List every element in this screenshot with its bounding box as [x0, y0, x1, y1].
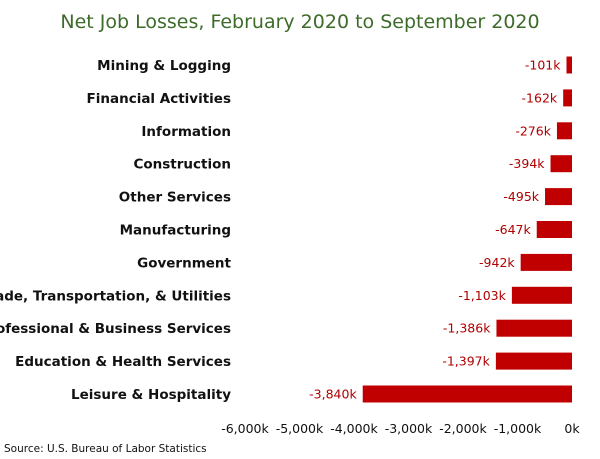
category-label: Government: [137, 255, 231, 271]
category-label: Leisure & Hospitality: [71, 387, 231, 403]
category-label: Professional & Business Services: [0, 321, 231, 337]
bar: [536, 221, 572, 238]
category-label: Mining & Logging: [97, 58, 231, 74]
x-tick-label: -2,000k: [439, 421, 487, 436]
category-label: Information: [141, 124, 231, 140]
bar: [362, 385, 572, 403]
data-label: -942k: [479, 255, 515, 270]
category-labels: Mining & Logging Financial Activities Info…: [0, 58, 232, 403]
x-tick-label: -5,000k: [276, 421, 324, 436]
data-label: -1,386k: [443, 321, 491, 336]
bar: [495, 352, 572, 370]
data-label: -647k: [495, 222, 531, 237]
category-label: Financial Activities: [87, 91, 231, 107]
bar: [563, 89, 572, 107]
x-tick-label: -3,000k: [385, 421, 433, 436]
category-label: Construction: [133, 157, 231, 173]
bar: [550, 155, 572, 173]
bar: [545, 188, 572, 206]
bars: [362, 56, 572, 403]
bar: [520, 253, 572, 271]
source-note: Source: U.S. Bureau of Labor Statistics: [4, 443, 207, 455]
x-axis-tick-labels: -6,000k -5,000k -4,000k -3,000k -2,000k -1,00…: [221, 421, 580, 436]
chart-title: Net Job Losses, February 2020 to Septemb…: [60, 11, 539, 33]
category-label: Trade, Transportation, & Utilities: [0, 288, 231, 304]
category-label: Manufacturing: [120, 223, 231, 239]
data-label: -101k: [525, 58, 561, 73]
value-labels: -101k -162k -276k -394k -495k -647k -942k -1,10…: [309, 58, 561, 402]
bar: [511, 286, 572, 304]
category-label: Other Services: [119, 190, 231, 206]
x-tick-label: -6,000k: [221, 421, 269, 436]
bar: [496, 319, 572, 337]
data-label: -276k: [515, 123, 551, 138]
data-label: -1,397k: [442, 354, 490, 369]
x-tick-label: -4,000k: [330, 421, 378, 436]
x-tick-label: 0k: [564, 421, 580, 436]
data-label: -495k: [503, 189, 539, 204]
x-tick-label: -1,000k: [494, 421, 542, 436]
category-label: Education & Health Services: [15, 354, 231, 370]
data-label: -162k: [522, 90, 558, 105]
bar: [566, 56, 572, 74]
data-label: -394k: [509, 156, 545, 171]
data-label: -1,103k: [458, 288, 506, 303]
bar: [556, 122, 572, 140]
data-label: -3,840k: [309, 387, 357, 402]
